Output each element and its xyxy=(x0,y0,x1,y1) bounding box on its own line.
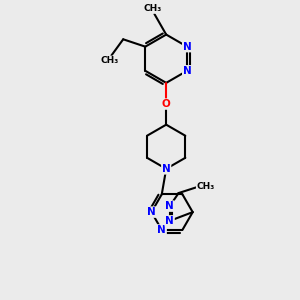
Text: N: N xyxy=(165,216,174,226)
Text: N: N xyxy=(165,201,174,211)
Text: CH₃: CH₃ xyxy=(101,56,119,65)
Text: N: N xyxy=(158,225,166,235)
Text: N: N xyxy=(183,66,191,76)
Text: N: N xyxy=(183,42,191,52)
Text: CH₃: CH₃ xyxy=(144,4,162,13)
Text: N: N xyxy=(162,164,171,174)
Text: N: N xyxy=(147,207,156,217)
Text: O: O xyxy=(162,99,171,109)
Text: CH₃: CH₃ xyxy=(196,182,215,191)
